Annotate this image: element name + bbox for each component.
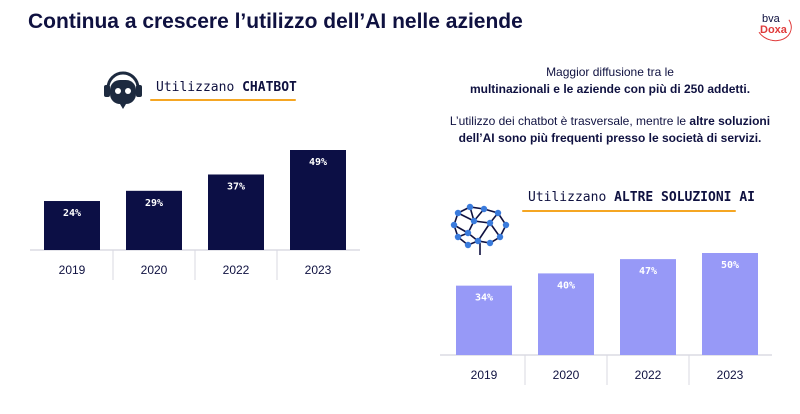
ai-bar-2022 <box>620 259 676 355</box>
logo-top-text: bva <box>762 13 780 25</box>
chatbot-bar-label-2023: 49% <box>309 157 327 168</box>
ai-chart-title-bold: ALTRE SOLUZIONI AI <box>614 190 755 205</box>
info-line-1: Maggior diffusione tra le <box>546 65 674 79</box>
info-para2-c: dell’AI sono più frequenti presso le soc… <box>458 131 762 145</box>
chatbot-bar-2023 <box>290 150 346 250</box>
logo-bottom-text: Doxa <box>760 24 787 36</box>
info-paragraph-2: L’utilizzo dei chatbot è trasversale, me… <box>420 113 800 147</box>
chatbot-title-underline <box>150 99 296 101</box>
chatbot-bar-2019 <box>44 201 100 250</box>
ai-bar-label-2019: 34% <box>475 293 493 304</box>
info-para2-a: L’utilizzo dei chatbot è trasversale, me… <box>449 114 690 128</box>
ai-axis-label-2019: 2019 <box>471 368 498 382</box>
chatbot-axis-label-2020: 2020 <box>141 263 168 277</box>
chatbot-axis-label-2022: 2022 <box>223 263 250 277</box>
ai-chart-title-prefix: Utilizzano <box>528 190 615 205</box>
chatbot-bar-label-2022: 37% <box>227 181 245 192</box>
info-para2-b: altre soluzioni <box>689 114 771 128</box>
ai-axis-label-2022: 2022 <box>635 368 662 382</box>
chatbot-axis-label-2023: 2023 <box>305 263 332 277</box>
info-line-2: multinazionali e le aziende con più di 2… <box>469 82 751 96</box>
ai-bar-2019 <box>456 285 512 355</box>
chatbot-chart-title-bold: CHATBOT <box>242 80 297 95</box>
ai-bar-2020 <box>538 273 594 355</box>
ai-axis-label-2023: 2023 <box>717 368 744 382</box>
ai-bar-label-2022: 47% <box>639 266 657 277</box>
chatbot-bar-label-2019: 24% <box>63 208 81 219</box>
chatbot-axis-label-2019: 2019 <box>59 263 86 277</box>
ai-axis-label-2020: 2020 <box>553 368 580 382</box>
chatbot-bar-2020 <box>126 190 182 250</box>
page-title: Continua a crescere l’utilizzo dell’AI n… <box>28 10 523 33</box>
bva-doxa-logo: bva Doxa <box>752 6 796 46</box>
info-paragraph-1: Maggior diffusione tra le multinazionali… <box>440 64 780 98</box>
chatbot-chart-title-prefix: Utilizzano <box>156 80 243 95</box>
chatbot-bar-2022 <box>208 174 264 250</box>
ai-bar-label-2023: 50% <box>721 260 739 271</box>
chatbot-bar-label-2020: 29% <box>145 198 163 209</box>
ai-bar-label-2020: 40% <box>557 280 575 291</box>
ai-bar-2023 <box>702 253 758 355</box>
chatbot-chart-title: Utilizzano CHATBOT <box>156 80 297 95</box>
ai-title-underline <box>522 210 736 212</box>
ai-chart-title: Utilizzano ALTRE SOLUZIONI AI <box>528 190 755 205</box>
